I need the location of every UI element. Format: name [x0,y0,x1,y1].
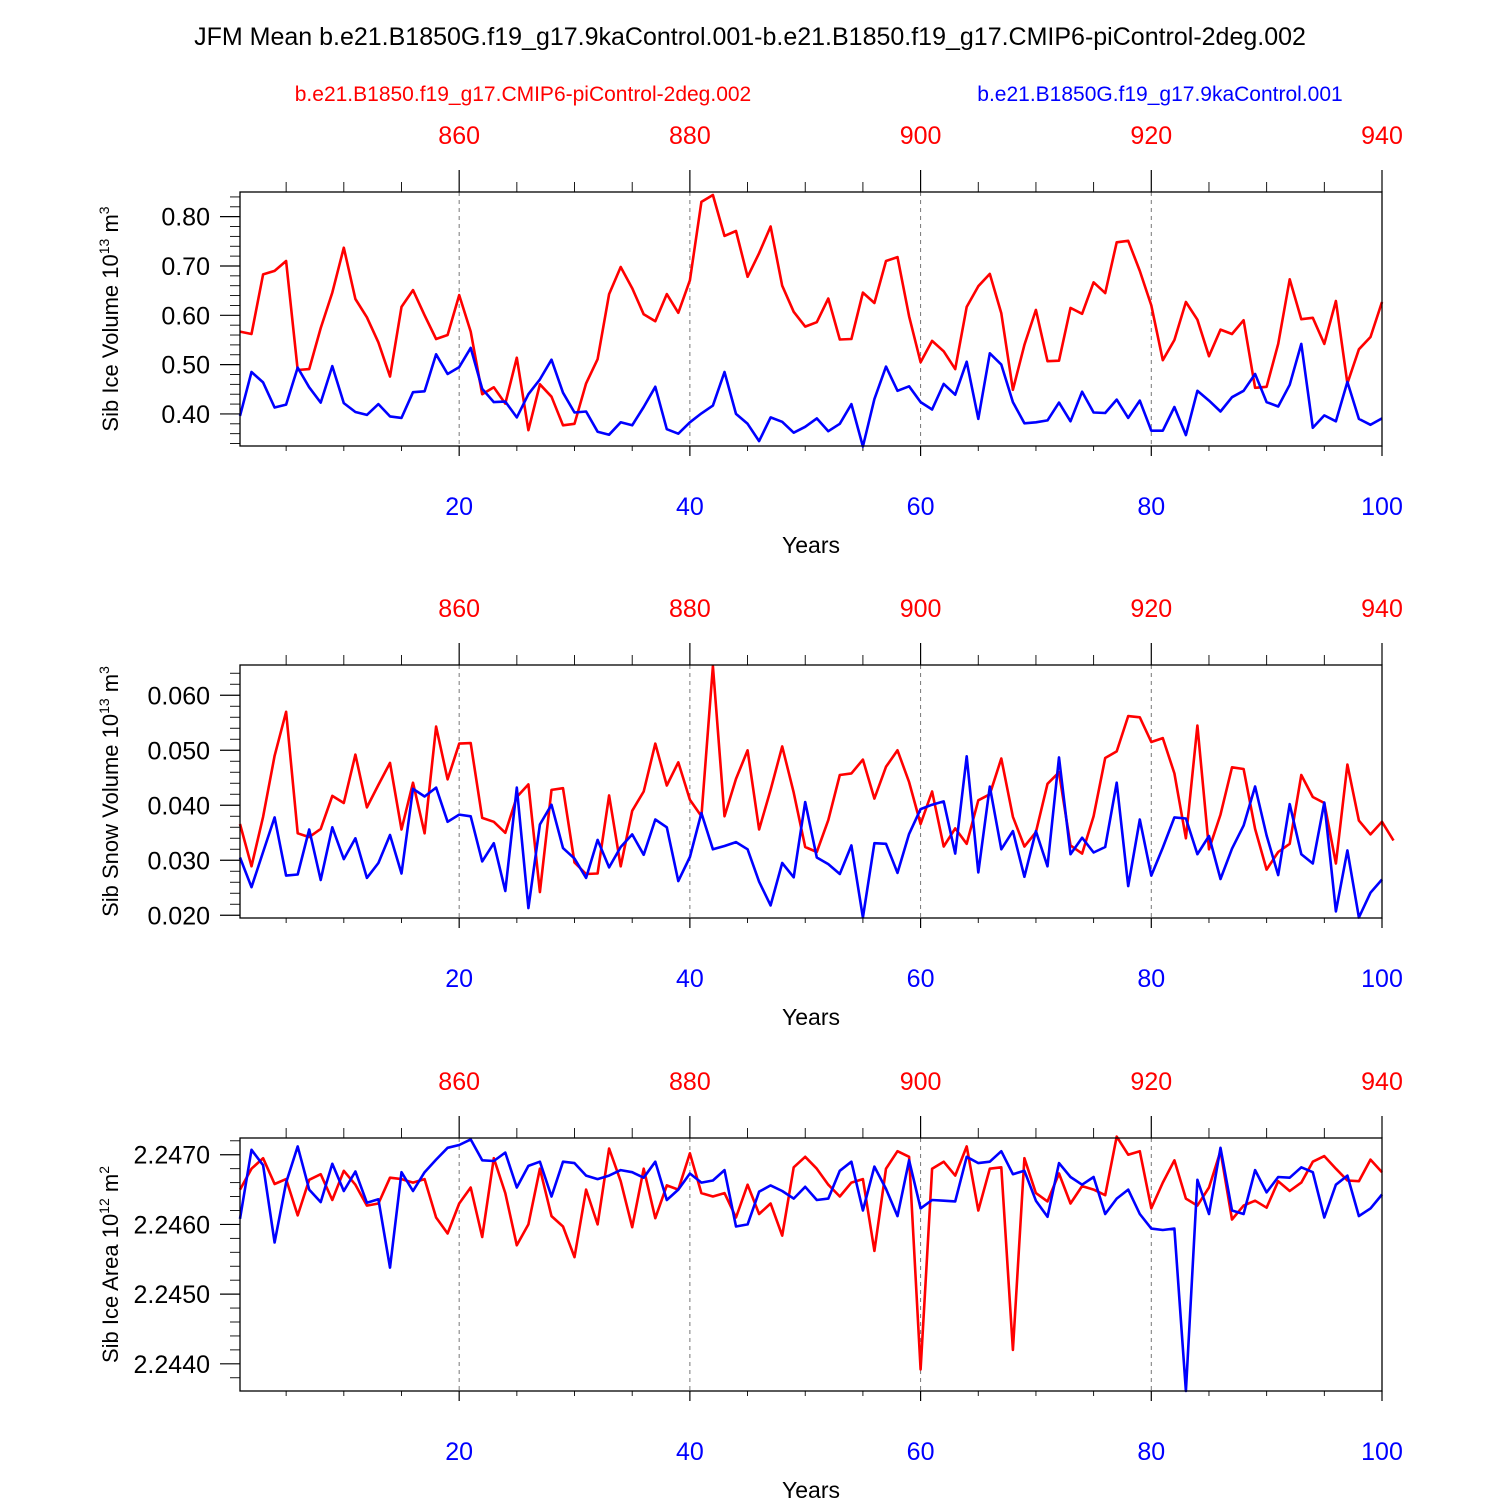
y-tick-label: 0.60 [161,302,210,330]
y-axis-label-unit: m [98,674,123,698]
x-tick-label: 80 [1137,493,1165,521]
y-axis-label: Sib Snow Volume 1013 m3 [96,666,123,917]
series-line-blue [238,1138,1384,1393]
x-tick-label: 80 [1137,965,1165,993]
plot-frame [239,191,1383,447]
series-line-blue [238,754,1383,919]
top-tick-label: 920 [1130,1068,1172,1096]
x-tick-label: 100 [1361,965,1403,993]
y-axis-label: Sib Ice Volume 1013 m3 [96,206,123,431]
x-tick-label: 60 [907,965,935,993]
top-tick-label: 900 [900,122,942,150]
top-tick-label: 940 [1361,122,1403,150]
x-tick-label: 60 [907,1438,935,1466]
y-axis-label-exponent: 13 [96,238,112,254]
y-tick-label: 0.060 [147,682,210,710]
y-tick-label: 2.2450 [134,1281,210,1309]
y-axis-label-unit-power: 3 [96,666,112,674]
panel-3: 20 40 60 80 100 860 880 900 920 940 2.2440 2.2450 2.… [96,1068,1403,1500]
y-axis-label-main: Sib Snow Volume 10 [98,714,123,917]
y-tick-label: 0.70 [161,253,210,281]
top-tick-label: 880 [669,1068,711,1096]
top-tick-label: 940 [1361,595,1403,623]
plot-frame [239,1137,1383,1392]
x-tick-label: 80 [1137,1438,1165,1466]
y-tick-label: 2.2460 [134,1211,210,1239]
y-axis-label-main: Sib Ice Volume 10 [98,254,123,431]
y-tick-label: 0.80 [161,204,210,232]
chart-panels: 20 40 60 80 100 860 880 900 920 940 0.40 0.50 0.60 0.… [96,122,1403,1500]
top-tick-label: 880 [669,122,711,150]
x-tick-label: 20 [445,965,473,993]
series-line-blue [238,342,1383,448]
x-tick-label: 20 [445,493,473,521]
y-axis-label-unit-power: 2 [96,1166,112,1174]
x-tick-label: 100 [1361,493,1403,521]
series-line-red [238,1135,1383,1371]
top-tick-label: 860 [438,595,480,623]
y-axis-label-unit: m [98,1174,123,1198]
figure-title: JFM Mean b.e21.B1850G.f19_g17.9kaControl… [194,23,1306,51]
y-axis-label-main: Sib Ice Area 10 [98,1214,123,1363]
y-axis-label: Sib Ice Area 1012 m2 [96,1166,123,1363]
y-tick-label: 0.40 [161,401,210,429]
legend-red-label: b.e21.B1850.f19_g17.CMIP6-piControl-2deg… [295,83,751,106]
top-tick-label: 860 [438,1068,480,1096]
x-tick-label: 100 [1361,1438,1403,1466]
x-axis-label: Years [782,1004,840,1030]
y-axis-label-unit: m [98,214,123,238]
y-axis-label-exponent: 13 [96,698,112,714]
x-tick-label: 40 [676,1438,704,1466]
y-axis-label-exponent: 12 [96,1198,112,1214]
y-tick-label: 0.040 [147,792,210,820]
y-tick-label: 0.050 [147,737,210,765]
y-tick-label: 0.50 [161,352,210,380]
top-tick-label: 940 [1361,1068,1403,1096]
y-tick-label: 0.020 [147,902,210,930]
y-tick-label: 2.2440 [134,1351,210,1379]
top-tick-label: 920 [1130,122,1172,150]
x-axis-label: Years [782,1477,840,1500]
x-tick-label: 40 [676,493,704,521]
plot-frame [239,664,1383,919]
panel-1: 20 40 60 80 100 860 880 900 920 940 0.40 0.50 0.60 0.… [96,122,1403,558]
y-axis-label-unit-power: 3 [96,206,112,214]
top-tick-label: 860 [438,122,480,150]
x-tick-label: 20 [445,1438,473,1466]
y-tick-label: 0.030 [147,847,210,875]
y-tick-label: 2.2470 [134,1142,210,1170]
top-tick-label: 880 [669,595,711,623]
top-tick-label: 920 [1130,595,1172,623]
x-axis-label: Years [782,532,840,558]
panel-2: 20 40 60 80 100 860 880 900 920 940 0.020 0.030 0.04… [96,595,1403,1030]
top-tick-label: 900 [900,595,942,623]
x-tick-label: 60 [907,493,935,521]
x-tick-label: 40 [676,965,704,993]
top-tick-label: 900 [900,1068,942,1096]
series-line-red [239,193,1384,432]
legend-blue-label: b.e21.B1850G.f19_g17.9kaControl.001 [977,83,1342,106]
